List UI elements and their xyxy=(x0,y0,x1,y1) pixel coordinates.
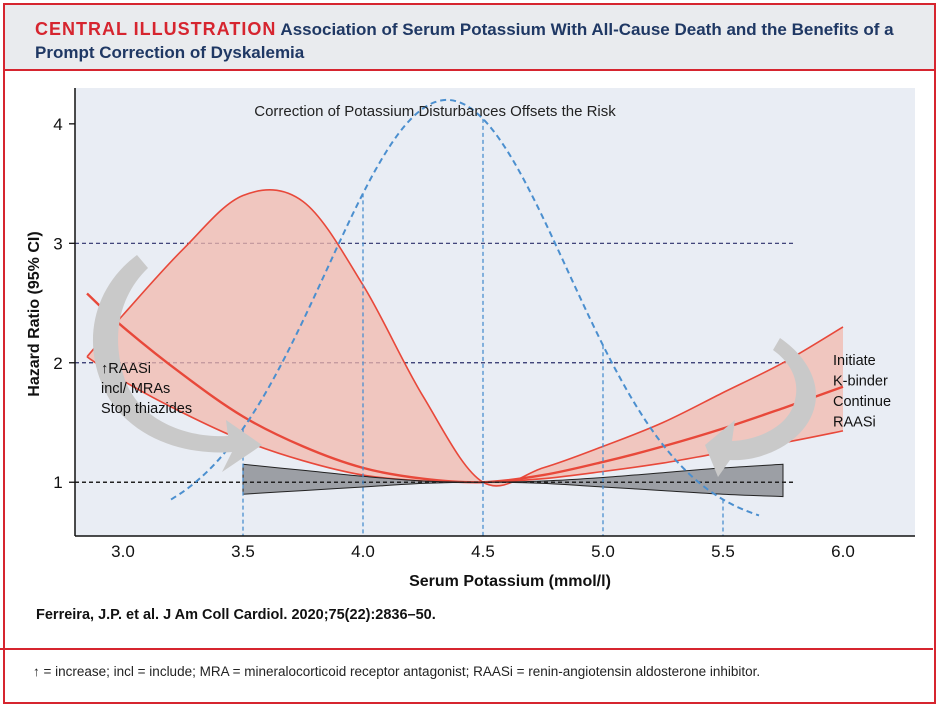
y-tick-label: 1 xyxy=(53,473,62,492)
left-annotation-line: Stop thiazides xyxy=(101,401,192,417)
y-tick-label: 4 xyxy=(53,115,62,134)
right-annotation-line: Initiate xyxy=(833,353,876,369)
citation: Ferreira, J.P. et al. J Am Coll Cardiol.… xyxy=(36,607,436,623)
abbreviations-text: ↑ = increase; incl = include; MRA = mine… xyxy=(33,664,761,679)
y-axis-title: Hazard Ratio (95% CI) xyxy=(26,231,43,396)
right-annotation-line: Continue xyxy=(833,394,891,410)
risk-confidence-band xyxy=(87,189,843,486)
abbreviations-footer: ↑ = increase; incl = include; MRA = mine… xyxy=(0,648,933,702)
risk-hazard-line xyxy=(86,292,844,484)
right-annotation-line: RAASi xyxy=(833,415,876,431)
left-correction-arrow xyxy=(92,255,262,472)
x-tick-label: 3.5 xyxy=(231,542,255,561)
y-tick-label: 3 xyxy=(53,234,62,253)
figure-header: CENTRAL ILLUSTRATION Association of Seru… xyxy=(5,5,934,71)
right-correction-arrow xyxy=(705,338,816,477)
chart-title: Correction of Potassium Disturbances Off… xyxy=(254,103,616,120)
x-tick-label: 5.5 xyxy=(711,542,735,561)
left-annotation-line: incl/ MRAs xyxy=(101,381,170,397)
figure-title-text: Association of Serum Potassium With All-… xyxy=(35,20,894,62)
x-axis-title: Serum Potassium (mmol/l) xyxy=(409,573,611,590)
left-annotation-line: ↑RAASi xyxy=(101,361,151,377)
potassium-distribution-curve xyxy=(170,98,760,517)
x-tick-label: 4.5 xyxy=(471,542,495,561)
x-tick-label: 6.0 xyxy=(831,542,855,561)
figure-label: CENTRAL ILLUSTRATION xyxy=(35,19,277,39)
corrected-risk-band xyxy=(242,463,784,498)
right-annotation-line: K-binder xyxy=(833,374,888,390)
figure-frame xyxy=(3,3,936,704)
y-tick-label: 2 xyxy=(53,354,62,373)
figure-title: CENTRAL ILLUSTRATION Association of Seru… xyxy=(35,18,915,64)
x-tick-label: 4.0 xyxy=(351,542,375,561)
risk-upper-bound-line xyxy=(86,189,844,487)
x-tick-label: 3.0 xyxy=(111,542,135,561)
x-tick-label: 5.0 xyxy=(591,542,615,561)
